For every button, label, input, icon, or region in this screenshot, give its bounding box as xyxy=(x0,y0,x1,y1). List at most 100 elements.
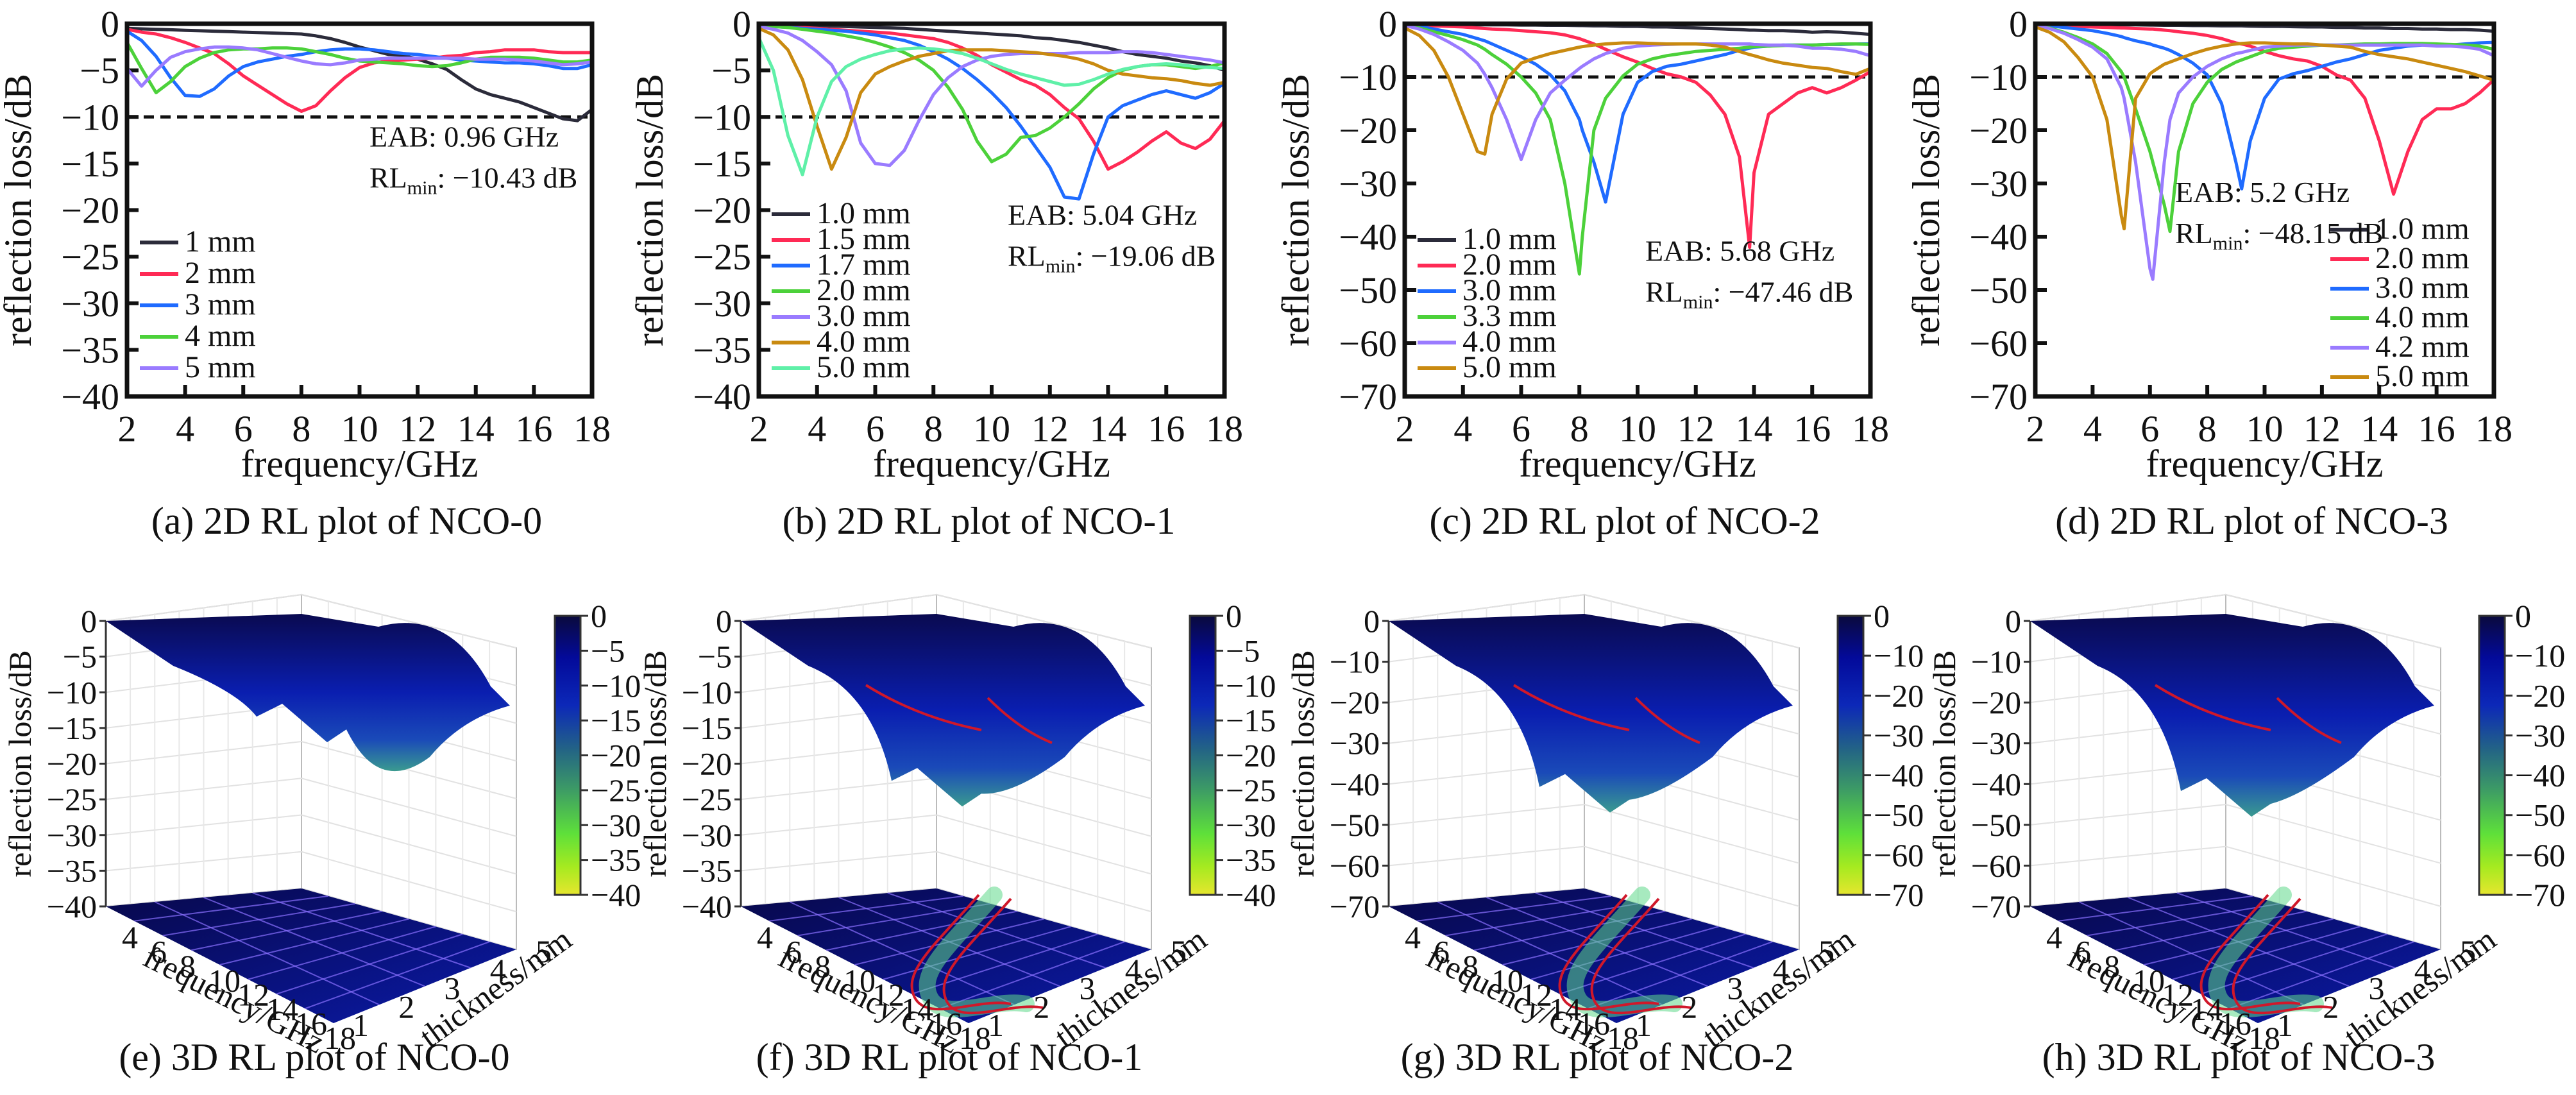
legend-label: 4.0 mm xyxy=(817,325,911,359)
x-tick-label: 18 xyxy=(1607,1020,1639,1056)
x-tick-label: 10 xyxy=(341,408,378,450)
series-line-4-2-mm xyxy=(2035,24,2494,281)
colorbar-tick-label: −25 xyxy=(591,772,641,808)
x-tick-label: 16 xyxy=(1793,408,1831,450)
panel-caption: (b) 2D RL plot of NCO-1 xyxy=(783,500,1176,542)
colorbar-tick-label: −15 xyxy=(1226,702,1276,738)
z-tick-label: −40 xyxy=(1330,766,1380,802)
y-tick-label: 0 xyxy=(2009,3,2028,45)
x-tick-label: 2 xyxy=(118,408,137,450)
z-tick-label: −40 xyxy=(47,888,97,924)
floor-gridline xyxy=(1437,901,1663,1006)
floor-projection xyxy=(2030,887,2441,1023)
z-tick-label: −50 xyxy=(1330,807,1380,843)
series-line-1-7-mm xyxy=(759,24,1224,201)
floor-gridline xyxy=(252,892,471,969)
legend-item: 3.0 mm xyxy=(2330,271,2470,305)
rl-value: : −10.43 dB xyxy=(437,162,577,194)
rl-subscript: min xyxy=(1046,256,1076,277)
colorbar-tick-label: −40 xyxy=(591,877,641,913)
y-tick-label: −30 xyxy=(693,283,751,325)
x-tick-label: 6 xyxy=(2075,933,2091,969)
x-tick-label: 4 xyxy=(2083,408,2102,450)
x-tick-label: 8 xyxy=(815,948,831,984)
series-line-5-0-mm xyxy=(759,37,1224,176)
z-tick-label: −10 xyxy=(682,674,732,710)
z-tick-label: −20 xyxy=(1971,684,2021,720)
y-tick-label: 3 xyxy=(1080,971,1096,1006)
legend-item: 1.0 mm xyxy=(2330,212,2470,246)
rl-label: RL xyxy=(2175,217,2213,250)
x-tick-label: 12 xyxy=(1031,408,1069,450)
y-axis-label: reflection loss/dB xyxy=(1905,74,1947,346)
legend-label: 1 mm xyxy=(185,225,256,259)
legend-label: 4.0 mm xyxy=(1462,325,1557,359)
panels-2d-row: reflection loss/dBfrequency/GHz0−5−10−15… xyxy=(0,3,2512,542)
z-tick-label: −40 xyxy=(1971,766,2021,802)
colorbar-tick-label: −50 xyxy=(2515,797,2565,833)
z-tick-label: −40 xyxy=(682,888,732,924)
x-tick-label: 2 xyxy=(750,408,768,450)
x-tick-label: 8 xyxy=(2198,408,2217,450)
annotation-box: EAB: 5.04 GHz RLmin: −19.06 dB xyxy=(1008,199,1216,277)
y-tick-label: −60 xyxy=(1969,323,2028,364)
floor-gridline xyxy=(1535,892,1754,969)
surface-mesh xyxy=(2030,614,2434,817)
colorbar-tick-label: −40 xyxy=(1226,877,1276,913)
y-tick-label: −40 xyxy=(693,376,751,418)
x-tick-label: 6 xyxy=(151,933,167,969)
floor-contour-left xyxy=(2199,894,2301,1011)
z-tick-label: −25 xyxy=(682,781,732,817)
x-tick-label: 8 xyxy=(292,408,310,450)
legend-label: 5.0 mm xyxy=(2375,359,2470,393)
z-tick-label: −50 xyxy=(1971,807,2021,843)
y-tick-label: −40 xyxy=(1969,216,2028,258)
floor-contour-right xyxy=(2232,897,2333,1015)
colorbar-tick-label: −5 xyxy=(1226,632,1260,668)
series-group xyxy=(127,26,592,123)
panel-2d-a: reflection loss/dB frequency/GHz 0 −5−10 −15… xyxy=(0,3,611,542)
x-tick-label: 6 xyxy=(1512,408,1530,450)
rl-surface xyxy=(106,614,510,772)
floor-gridline xyxy=(789,901,1015,1006)
floor-absorption-band xyxy=(919,887,1035,1018)
legend-item: 2.0 mm xyxy=(1418,248,1557,282)
surface-contour xyxy=(987,697,1053,744)
z-axis-label: reflection loss/dB xyxy=(1285,650,1321,877)
x-tick-label: 14 xyxy=(1549,991,1581,1027)
x-tick-label: 8 xyxy=(924,408,943,450)
y-tick-label: 2 xyxy=(398,989,414,1024)
x-tick-label: 12 xyxy=(872,977,904,1013)
panels-3d-row: 0−5−10−15−20−25−30−35−404 6 8 1012141618123… xyxy=(2,593,2565,1078)
legend-label: 3.0 mm xyxy=(817,299,911,333)
legend-label: 1.0 mm xyxy=(817,196,911,230)
z-tick-label: −30 xyxy=(47,817,97,853)
z-axis-label: reflection loss/dB xyxy=(1926,650,1962,877)
x-tick-label: 4 xyxy=(757,919,773,955)
legend-label: 5.0 mm xyxy=(817,350,911,384)
panel-2d-c: reflection loss/dB frequency/GHz 0 −10 −20 −3… xyxy=(1275,3,1889,542)
rl-label: RL xyxy=(369,162,407,194)
legend: 1.0 mm2.0 mm3.0 mm3.3 mm4.0 mm5.0 mm xyxy=(1418,222,1557,384)
panel-3d-e: 0−5−10−15−20−25−30−35−404 6 8 1012141618123… xyxy=(2,593,641,1078)
x-tick-label: 2 xyxy=(1396,408,1414,450)
legend-item: 3.0 mm xyxy=(1418,273,1557,307)
z-tick-label: −5 xyxy=(63,639,97,675)
x-axis-label: frequency/GHz xyxy=(2146,443,2384,485)
eab-annotation: EAB: 0.96 GHz xyxy=(369,121,559,153)
legend-item: 4 mm xyxy=(140,319,256,353)
z-tick-label: −35 xyxy=(47,853,97,888)
colorbar-tick-label: −70 xyxy=(1874,877,1924,913)
legend-label: 2.0 mm xyxy=(2375,241,2470,275)
z-axis-label: reflection loss/dB xyxy=(2,650,38,877)
surface-contour xyxy=(2154,684,2271,731)
legend-item: 1.7 mm xyxy=(772,248,911,282)
rl-label: RL xyxy=(1645,275,1683,308)
colorbar-tick-label: 0 xyxy=(1226,598,1242,634)
y-tick-label: −60 xyxy=(1339,323,1397,364)
y-tick-label: 1 xyxy=(1636,1007,1652,1043)
z-tick-label: −20 xyxy=(682,746,732,782)
x-tick-label: 10 xyxy=(2246,408,2284,450)
z-tick-label: −20 xyxy=(47,746,97,782)
legend-item: 1.0 mm xyxy=(1418,222,1557,256)
